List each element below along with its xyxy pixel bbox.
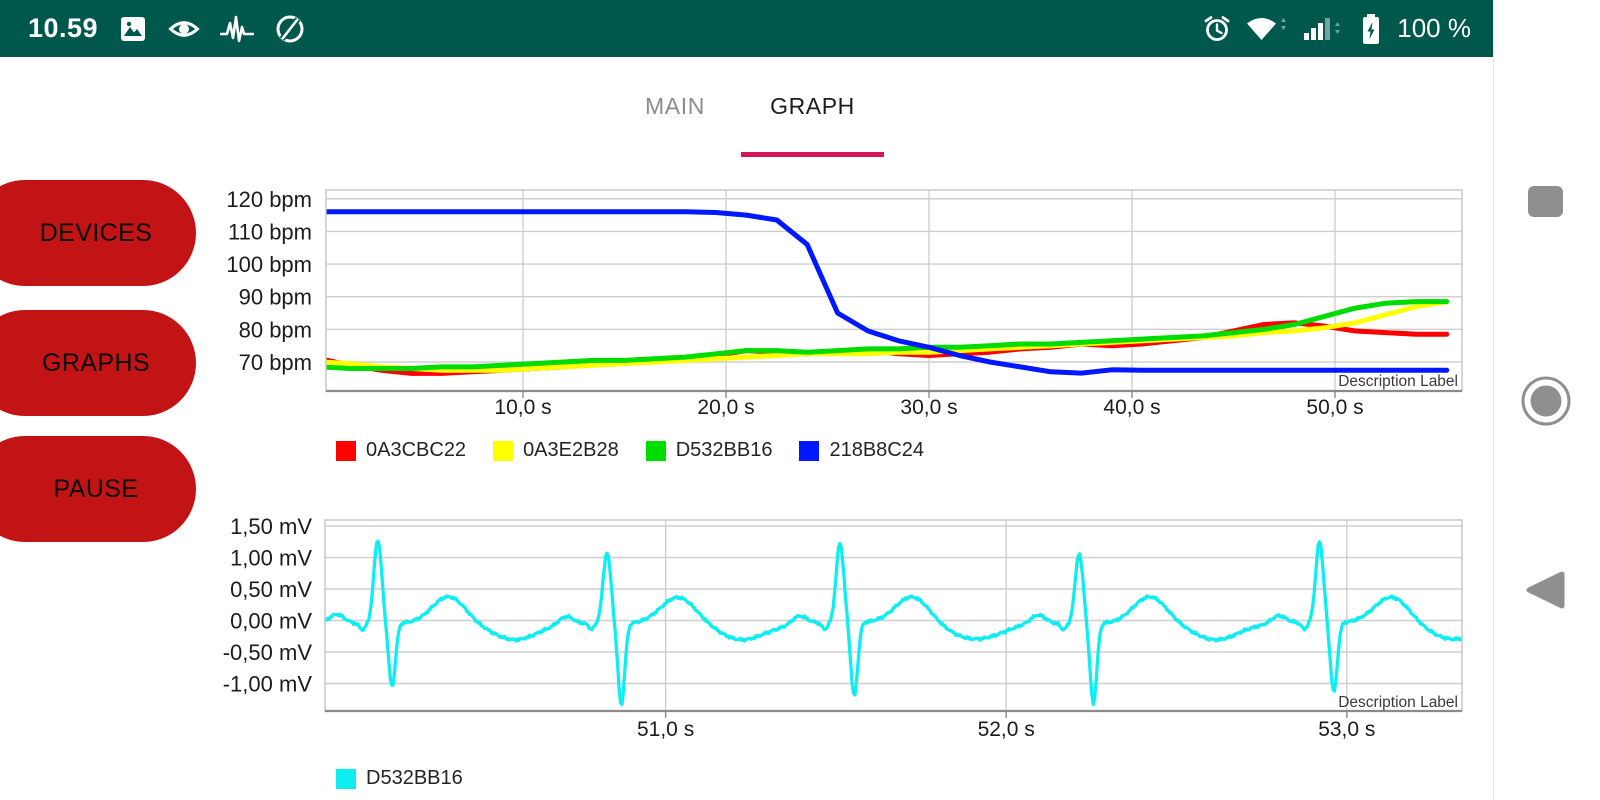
heart-rate-chart-plot-area[interactable] [326, 190, 1462, 391]
legend-label: D532BB16 [366, 767, 463, 789]
pause-button[interactable]: PAUSE [0, 436, 196, 542]
y-tick-label: -0,50 mV [223, 640, 313, 665]
status-bar-left: 10.59 [0, 13, 306, 45]
heart-rate-chart: 120 bpm 110 bpm 100 bpm 90 bpm 80 bpm 70 bpm 1… [226, 187, 1463, 419]
legend-label: D532BB16 [675, 439, 773, 461]
tab-bar: MAIN GRAPH [615, 88, 884, 124]
y-tick-label: 100 bpm [226, 252, 312, 277]
graphs-button[interactable]: GRAPHS [0, 310, 196, 416]
x-tick-label: 51,0 s [637, 718, 694, 741]
y-tick-label: 1,50 mV [230, 514, 312, 539]
x-tick-label: 52,0 s [978, 718, 1035, 741]
battery-charging-icon [1363, 13, 1380, 44]
tab-indicator [741, 152, 884, 157]
y-tick-label: -1,00 mV [223, 672, 313, 697]
back-button[interactable] [1526, 571, 1565, 609]
chart-description-label: Description Label [1338, 373, 1458, 390]
y-tick-label: 1,00 mV [230, 546, 312, 571]
data-saver-icon [276, 15, 304, 42]
series-D532BB16-line [325, 539, 1462, 707]
series-218B8C24-line [326, 209, 1450, 376]
tab-main[interactable]: MAIN [645, 92, 705, 119]
alarm-icon [1204, 15, 1230, 41]
y-tick-label: 90 bpm [239, 285, 312, 310]
x-tick-label: 53,0 s [1318, 718, 1375, 741]
ecg-chart-plot-area[interactable] [325, 520, 1462, 711]
series-D532BB16-line [326, 299, 1450, 371]
cell-signal-icon [1304, 17, 1341, 40]
devices-button[interactable]: DEVICES [0, 180, 196, 286]
image-notification-icon [121, 16, 146, 41]
legend-entry-0A3E2B28: 0A3E2B28 [493, 439, 619, 462]
y-tick-label: 70 bpm [239, 350, 312, 375]
y-tick-label: 120 bpm [226, 187, 312, 212]
legend-swatch [799, 440, 820, 461]
legend-label: 0A3E2B28 [523, 439, 619, 461]
x-tick-label: 40,0 s [1103, 396, 1160, 419]
legend-label: 0A3CBC22 [366, 439, 467, 461]
ecg-chart-legend: D532BB16 [336, 767, 463, 790]
legend-swatch [336, 768, 356, 789]
recents-button[interactable] [1528, 186, 1563, 217]
legend-swatch [336, 440, 356, 461]
legend-entry-D532BB16: D532BB16 [645, 439, 773, 462]
status-time: 10.59 [28, 13, 99, 43]
ecg-chart: 1,50 mV 1,00 mV 0,50 mV 0,00 mV -0,50 mV -1,0… [223, 514, 1463, 741]
x-tick-label: 10,0 s [494, 396, 551, 419]
series-0A3E2B28-line [326, 299, 1450, 373]
home-button[interactable] [1521, 376, 1571, 426]
eye-notification-icon [168, 20, 200, 37]
legend-swatch [645, 440, 666, 461]
y-tick-label: 80 bpm [239, 317, 312, 342]
status-bar: 10.59 [0, 0, 1493, 57]
chart-description-label: Description Label [1338, 694, 1458, 711]
legend-entry-218B8C24: 218B8C24 [799, 439, 924, 462]
status-bar-right: 100 % [1202, 13, 1493, 45]
wifi-icon [1247, 17, 1287, 40]
x-tick-label: 50,0 s [1306, 396, 1363, 419]
x-tick-label: 20,0 s [697, 396, 754, 419]
y-tick-label: 0,00 mV [230, 609, 312, 634]
hr-chart-legend: 0A3CBC22 0A3E2B28 D532BB16 218B8C24 [336, 439, 924, 462]
legend-swatch [493, 440, 514, 461]
ecg-notification-icon [220, 15, 255, 42]
legend-label: 218B8C24 [829, 439, 924, 461]
legend-entry-0A3CBC22: 0A3CBC22 [336, 439, 466, 462]
tab-graph[interactable]: GRAPH [770, 92, 855, 119]
y-tick-label: 0,50 mV [230, 577, 312, 602]
legend-entry-D532BB16: D532BB16 [336, 767, 463, 790]
x-tick-label: 30,0 s [900, 396, 957, 419]
y-tick-label: 110 bpm [228, 219, 312, 244]
battery-percent: 100 % [1397, 13, 1471, 43]
